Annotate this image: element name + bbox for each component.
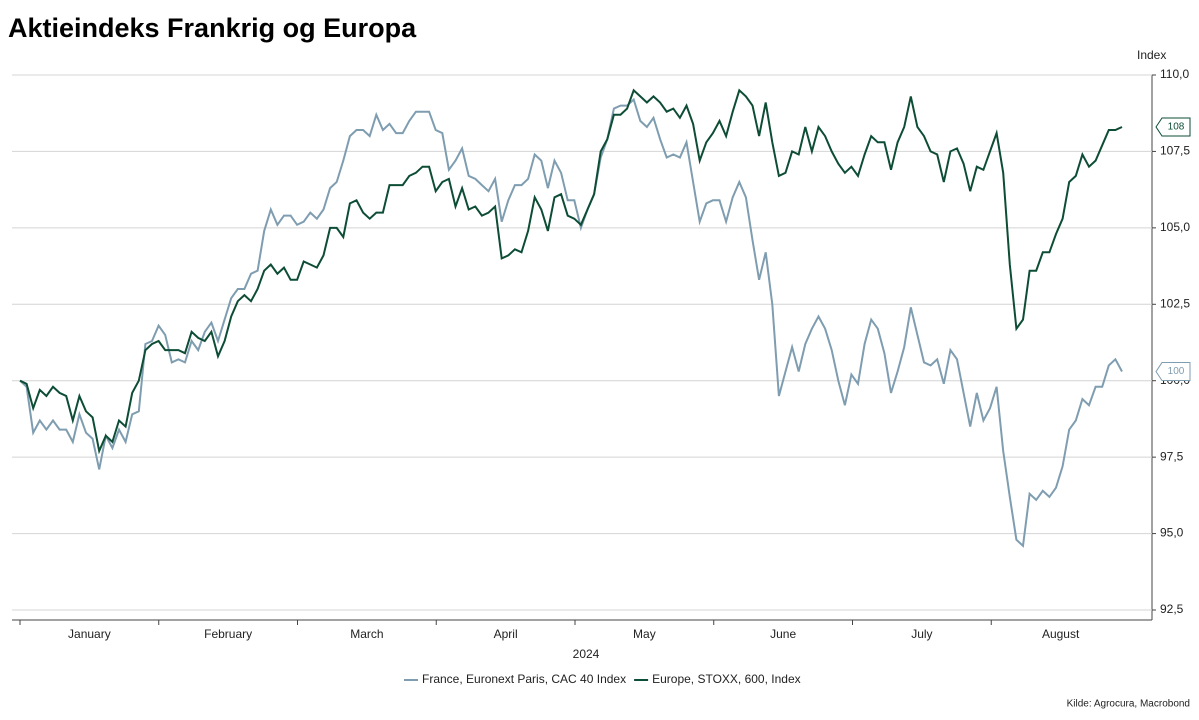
y-tick-label: 97,5	[1160, 449, 1184, 463]
y-tick-label: 92,5	[1160, 602, 1184, 616]
x-tick-label: March	[350, 627, 383, 641]
x-tick-label: July	[911, 627, 932, 641]
y-tick-label: 107,5	[1160, 144, 1190, 158]
line-series	[19, 88, 1123, 455]
source: Kilde: Agrocura, Macrobond	[1067, 699, 1190, 710]
x-tick-label: August	[1042, 627, 1080, 641]
x-tick-label: April	[494, 627, 518, 641]
chart-title: Aktieindeks Frankrig og Europa	[8, 13, 417, 43]
x-tick-label: May	[633, 627, 656, 641]
x-tick-label: January	[68, 627, 111, 641]
x-tick-label: June	[770, 627, 796, 641]
end-label: 100	[1168, 366, 1185, 377]
y-tick-label: 110,0	[1160, 67, 1189, 81]
x-axis-label: 2024	[573, 647, 600, 661]
y-axis-label: Index	[1137, 48, 1166, 62]
y-tick-label: 95,0	[1160, 526, 1184, 540]
legend-label: Europe, STOXX, 600, Index	[652, 672, 801, 686]
end-label-box	[1155, 117, 1191, 137]
end-label: 108	[1168, 122, 1185, 133]
y-tick-label: 102,5	[1160, 296, 1190, 310]
legend-label: France, Euronext Paris, CAC 40 Index	[422, 672, 626, 686]
end-label-box	[1155, 362, 1191, 382]
y-tick-label: 105,0	[1160, 220, 1190, 234]
x-tick-label: February	[204, 627, 252, 641]
line-series	[19, 97, 1123, 548]
